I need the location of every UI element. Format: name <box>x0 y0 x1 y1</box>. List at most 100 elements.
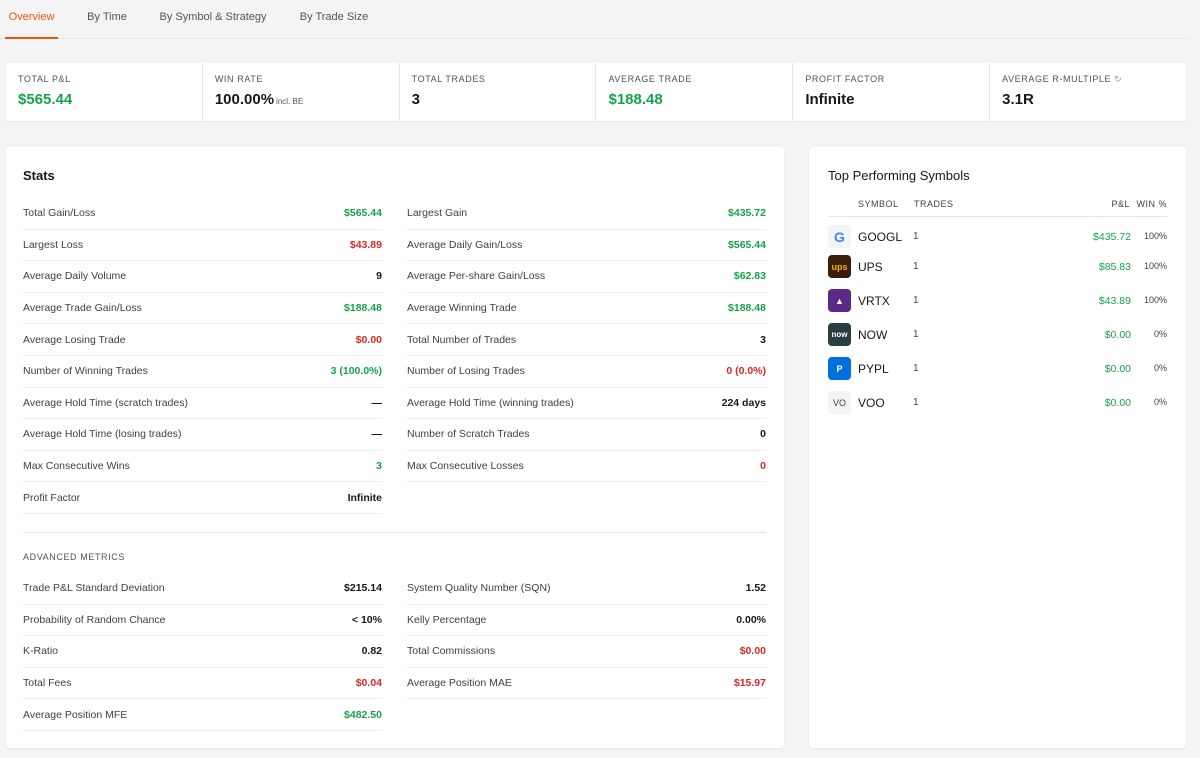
top-symbols-title: Top Performing Symbols <box>828 168 970 183</box>
now-logo-icon: now <box>828 323 851 346</box>
stat-value: $43.89 <box>349 238 382 251</box>
advanced-metrics-label: ADVANCED METRICS <box>23 552 125 562</box>
tab-bar: Overview By Time By Symbol & Strategy By… <box>0 0 1190 39</box>
stat-label: Average Trade Gain/Loss <box>23 302 142 315</box>
symbol-win-pct: 0% <box>1153 329 1167 339</box>
stat-row: Average Hold Time (scratch trades) — <box>23 388 382 420</box>
symbol-name: PYPL <box>858 362 889 376</box>
stat-row: Profit Factor Infinite <box>23 482 382 514</box>
kpi-value-wrap: 100.00% incl. BE <box>215 91 399 108</box>
stat-label: Average Position MFE <box>23 708 128 721</box>
kpi-value: 3.1R <box>1002 91 1034 108</box>
kpi-value: 3 <box>411 91 420 108</box>
stat-value: $0.00 <box>355 333 382 346</box>
symbol-win-pct: 100% <box>1143 231 1167 241</box>
advanced-right-column: System Quality Number (SQN) 1.52 Kelly Per… <box>407 573 766 700</box>
stat-label: System Quality Number (SQN) <box>407 582 551 595</box>
stat-row: Max Consecutive Losses 0 <box>407 451 766 483</box>
stat-row: Total Gain/Loss $565.44 <box>23 198 382 230</box>
kpi-label: TOTAL TRADES <box>411 74 486 84</box>
stat-label: Average Winning Trade <box>407 302 517 315</box>
symbol-pnl: $0.00 <box>1104 397 1131 409</box>
stat-label: Average Losing Trade <box>23 333 126 346</box>
stat-value: 1.52 <box>745 582 766 595</box>
symbol-trades: 1 <box>913 397 919 408</box>
stats-left-column: Total Gain/Loss $565.44 Largest Loss $43.89… <box>23 198 382 514</box>
stat-value: $0.00 <box>739 645 766 658</box>
stat-row: Largest Gain $435.72 <box>407 198 766 230</box>
stat-row: Total Number of Trades 3 <box>407 324 766 356</box>
tab-by-trade-size[interactable]: By Trade Size <box>299 11 369 23</box>
ups-logo-icon: ups <box>828 255 851 278</box>
symbol-name: NOW <box>858 328 888 342</box>
symbol-trades: 1 <box>913 261 919 272</box>
kpi-average-trade: AVERAGE TRADE $188.48 <box>596 63 794 121</box>
stat-label: Average Hold Time (winning trades) <box>407 396 574 409</box>
stat-row: Average Hold Time (losing trades) — <box>23 419 382 451</box>
stat-value: $482.50 <box>344 708 382 721</box>
googl-logo-icon: G <box>828 225 851 248</box>
kpi-win-rate: WIN RATE 100.00% incl. BE <box>203 63 400 121</box>
refresh-icon[interactable]: ↻ <box>1114 74 1123 84</box>
stat-row: Total Fees $0.04 <box>23 668 382 700</box>
symbol-win-pct: 100% <box>1143 295 1167 305</box>
symbol-row[interactable]: G GOOGL 1 $435.72 100% <box>828 222 1167 252</box>
tab-overview[interactable]: Overview <box>5 0 58 39</box>
kpi-total-trades: TOTAL TRADES 3 <box>400 63 597 121</box>
stat-row: Average Position MAE $15.97 <box>407 668 766 700</box>
symbol-trades: 1 <box>913 231 919 242</box>
stat-label: Total Gain/Loss <box>23 207 96 220</box>
stat-label: Number of Winning Trades <box>23 365 148 378</box>
symbol-trades: 1 <box>913 329 919 340</box>
symbol-row[interactable]: ups UPS 1 $85.83 100% <box>828 252 1167 282</box>
header-win-pct: WIN % <box>1136 199 1167 209</box>
kpi-suffix: incl. BE <box>276 97 304 106</box>
kpi-label: WIN RATE <box>214 74 263 84</box>
vrtx-logo-icon: ▲ <box>828 289 851 312</box>
stat-value: 3 (100.0%) <box>330 365 382 378</box>
stat-row: Largest Loss $43.89 <box>23 230 382 262</box>
tab-by-symbol-strategy[interactable]: By Symbol & Strategy <box>159 11 267 23</box>
symbol-row[interactable]: now NOW 1 $0.00 0% <box>828 320 1167 350</box>
stat-value: $215.14 <box>344 582 382 595</box>
tab-by-time[interactable]: By Time <box>87 11 127 23</box>
stat-value: $62.83 <box>733 270 766 283</box>
symbol-pnl: $0.00 <box>1104 329 1131 341</box>
stat-value: — <box>371 396 383 409</box>
stat-row: Probability of Random Chance < 10% <box>23 605 382 637</box>
symbol-pnl: $85.83 <box>1098 261 1131 273</box>
symbol-name: GOOGL <box>858 230 903 244</box>
kpi-label: TOTAL P&L <box>18 74 71 84</box>
stat-label: Average Per-share Gain/Loss <box>407 270 546 283</box>
stat-label: K-Ratio <box>23 645 59 658</box>
stat-value: $565.44 <box>728 238 766 251</box>
stat-value: 0 (0.0%) <box>726 365 766 378</box>
symbol-row[interactable]: P PYPL 1 $0.00 0% <box>828 354 1167 384</box>
stat-row: Total Commissions $0.00 <box>407 636 766 668</box>
symbol-pnl: $43.89 <box>1098 295 1131 307</box>
stat-value: 9 <box>376 270 382 283</box>
kpi-value: 100.00% <box>214 91 275 108</box>
advanced-left-column: Trade P&L Standard Deviation $215.14 Proba… <box>23 573 382 731</box>
symbol-pnl: $0.00 <box>1104 363 1131 375</box>
stat-value: 3 <box>760 333 766 346</box>
stat-row: Average Losing Trade $0.00 <box>23 324 382 356</box>
stat-value: $565.44 <box>344 207 382 220</box>
stat-row: Average Winning Trade $188.48 <box>407 293 766 325</box>
kpi-profit-factor: PROFIT FACTOR Infinite <box>793 63 991 121</box>
stat-value: 0 <box>760 428 766 441</box>
symbol-pnl: $435.72 <box>1093 231 1131 243</box>
stat-label: Max Consecutive Losses <box>407 460 524 473</box>
header-trades: TRADES <box>914 199 954 209</box>
stat-label: Average Hold Time (scratch trades) <box>23 396 188 409</box>
symbol-row[interactable]: ▲ VRTX 1 $43.89 100% <box>828 286 1167 316</box>
stat-label: Kelly Percentage <box>407 613 487 626</box>
kpi-label: AVERAGE R-MULTIPLE <box>1002 74 1112 84</box>
symbol-row[interactable]: VO VOO 1 $0.00 0% <box>828 388 1167 418</box>
stat-label: Largest Loss <box>23 238 84 251</box>
stat-value: Infinite <box>347 491 382 504</box>
stats-right-column: Largest Gain $435.72 Average Daily Gain/Lo… <box>407 198 766 483</box>
stats-card: Stats Total Gain/Loss $565.44 Largest Loss… <box>6 147 784 748</box>
stat-row: Average Trade Gain/Loss $188.48 <box>23 293 382 325</box>
stat-label: Total Fees <box>23 677 72 690</box>
